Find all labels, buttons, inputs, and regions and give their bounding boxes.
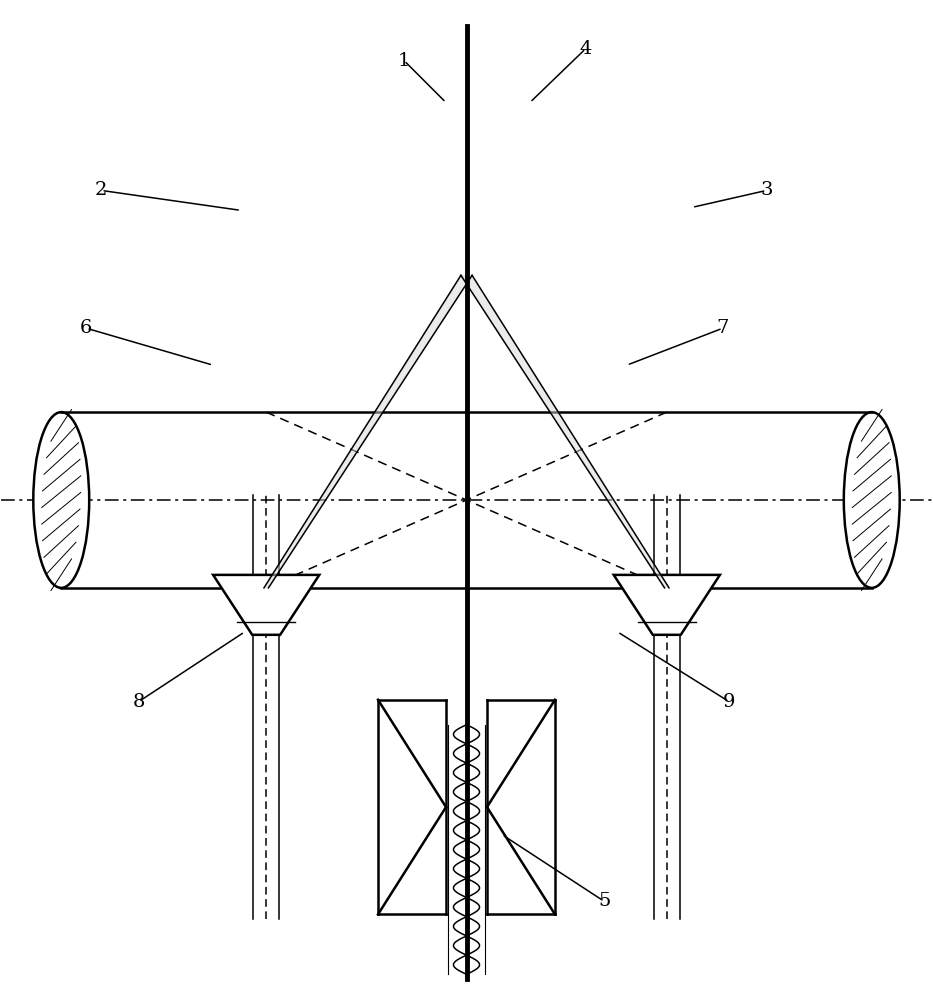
Polygon shape	[461, 275, 668, 588]
Text: 6: 6	[80, 319, 92, 337]
Polygon shape	[213, 575, 319, 635]
Text: 3: 3	[760, 181, 773, 199]
Text: 4: 4	[579, 40, 592, 58]
Text: 7: 7	[717, 319, 729, 337]
Text: 2: 2	[95, 181, 107, 199]
Polygon shape	[614, 575, 720, 635]
Text: 9: 9	[723, 693, 735, 711]
Text: 8: 8	[132, 693, 145, 711]
Ellipse shape	[34, 412, 90, 588]
Text: 1: 1	[397, 52, 411, 70]
Polygon shape	[62, 412, 871, 588]
Polygon shape	[265, 275, 472, 588]
Text: 5: 5	[598, 892, 610, 910]
Ellipse shape	[843, 412, 899, 588]
